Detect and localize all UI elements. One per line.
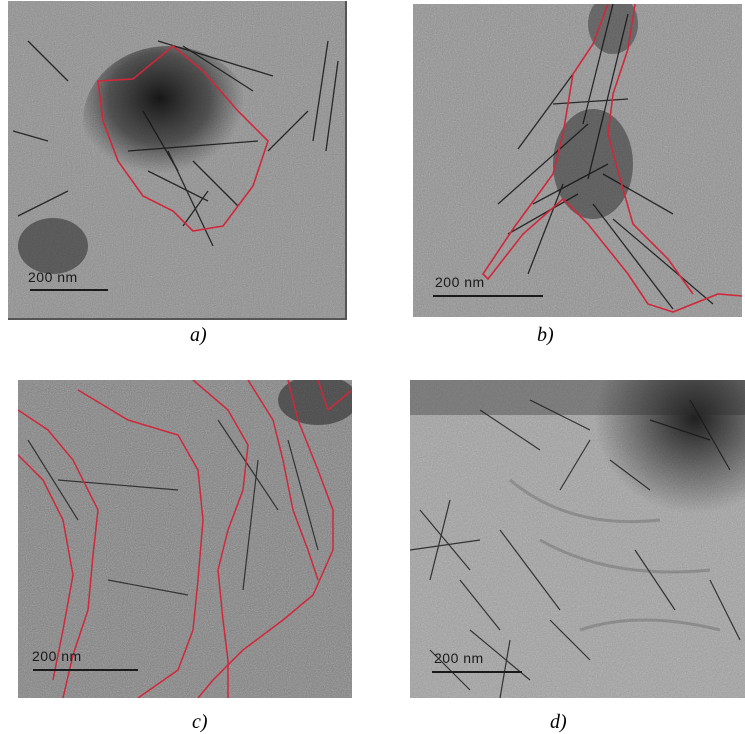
micrograph-d-image	[410, 380, 745, 698]
caption-a: a)	[190, 324, 207, 346]
micrograph-d: 200 nm	[410, 380, 745, 698]
caption-c: c)	[192, 711, 208, 733]
scale-label-c: 200 nm	[32, 648, 82, 664]
micrograph-c-image	[18, 380, 352, 698]
micrograph-b: 200 nm	[413, 4, 742, 317]
micrograph-a: 200 nm	[8, 1, 347, 320]
micrograph-a-image	[8, 1, 345, 318]
caption-b: b)	[537, 324, 554, 346]
caption-d: d)	[550, 711, 567, 733]
scale-label-b: 200 nm	[435, 274, 485, 290]
micrograph-b-image	[413, 4, 742, 317]
scale-label-a: 200 nm	[28, 269, 78, 285]
scale-label-d: 200 nm	[434, 650, 484, 666]
micrograph-c: 200 nm	[18, 380, 352, 698]
